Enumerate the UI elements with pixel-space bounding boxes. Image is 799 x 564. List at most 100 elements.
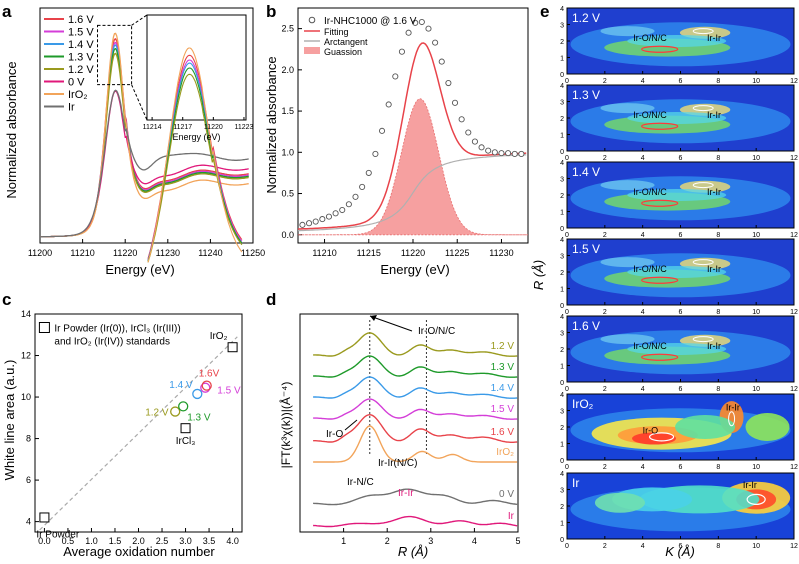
d-series-line-4 [313,413,518,443]
d-xtick-label: 5 [515,536,520,546]
b-xlabel: Energy (eV) [380,262,449,277]
a-legend-label-5: 0 V [68,77,85,89]
e-ytick-label: 4 [560,160,564,167]
b-data-point [511,150,518,157]
e-ytick-label: 4 [560,83,564,90]
c-xtick-label: 0.5 [62,536,75,546]
c-xtick-label: 2.5 [156,536,169,546]
a-axes-frame [39,7,254,244]
a-inset-xtick-label: 11220 [204,124,223,131]
e-xtick-label: 0 [565,78,569,85]
e-map-blob [745,413,790,441]
a-ylabel: Normalized absorbance [4,61,19,198]
c-annotation-line-1: Ir Powder (Ir(0)), IrCl₃ (Ir(III)) [54,323,180,334]
c-xtick-label: 4.0 [226,536,239,546]
e-panel-title-6: Ir [572,476,579,490]
b-legend-label-2: Arctangent [324,37,368,47]
b-data-point [392,73,399,80]
a-legend-label-4: 1.2 V [68,64,94,76]
b-data-point [471,138,478,145]
e-contour [692,259,714,266]
b-data-point [339,206,346,214]
e-ytick-label: 0 [560,226,564,233]
e-xtick-label: 0 [565,543,569,550]
e-map-content-6 [570,481,791,532]
a-xtick-label: 11210 [70,248,94,258]
d-axes-frame [299,313,519,533]
e-map-blob [627,189,727,201]
e-panel-title-3: 1.5 V [572,242,600,256]
e-xtick-label: 2 [603,78,607,85]
e-xtick-label: 12 [790,155,798,162]
a-legend-label-7: Ir [68,102,75,114]
c-ytick-label: 12 [21,351,31,361]
b-data-point [438,58,445,65]
d-annotation-ir-n-c: Ir-N/C [347,477,374,488]
b-legend-swatch [304,47,320,54]
e-map-blob [627,35,727,47]
e-ytick-label: 4 [560,314,564,321]
e-ytick-label: 2 [560,347,564,354]
e-label-ir-o-n-c: Ir-O/N/C [633,33,667,43]
e-map-content-5 [570,401,791,453]
c-xtick-label: 1.5 [109,536,122,546]
c-xtick-label: 3.5 [203,536,216,546]
e-ytick-label: 2 [560,425,564,432]
panel-letter-a: a [2,2,12,21]
d-xtick-label: 4 [472,536,477,546]
d-series-label-4: 1.6 V [491,427,515,438]
e-xtick-label: 10 [752,232,760,239]
b-data-point [498,150,505,157]
c-standard-label-2: IrO₂ [210,331,228,342]
b-fitting-line [298,42,527,230]
e-contour [641,353,679,361]
a-inset-xtick-label: 11217 [173,124,192,131]
d-annotation-ir-o: Ir-O [326,429,343,440]
e-xtick-label: 0 [565,386,569,393]
e-xtick-label: 12 [790,386,798,393]
e-contour [641,45,679,53]
e-map-blob [675,415,736,439]
e-ytick-label: 2 [560,193,564,200]
e-xtick-label: 2 [603,543,607,550]
a-legend-label-6: IrO₂ [68,89,88,101]
b-data-point [432,39,439,46]
d-series-line-3 [313,398,518,420]
a-inset-line-4 [147,73,243,263]
b-data-point [458,116,465,123]
e-xtick-label: 12 [790,309,798,316]
c-fit-line [39,336,238,531]
e-xtick-label: 6 [679,464,683,471]
b-data-point [445,79,452,87]
a-zoom-connector [131,84,148,121]
e-panel-title-0: 1.2 V [572,11,600,25]
d-annotation-arrow [369,315,413,332]
b-xtick-label: 11215 [357,248,381,258]
e-xtick-label: 4 [641,309,645,316]
b-data-point [451,99,459,106]
e-xtick-label: 6 [679,543,683,550]
d-series-label-0: 1.2 V [491,341,515,352]
c-sample-label-3: 1.5 V [217,386,241,397]
b-gaussian-area [298,98,528,236]
b-xtick-label: 11210 [312,248,336,258]
c-xlabel: Average oxidation number [63,544,215,559]
e-xtick-label: 0 [565,309,569,316]
c-ytick-label: 4 [26,517,31,527]
e-ytick-label: 3 [560,331,564,338]
e-ytick-label: 0 [560,303,564,310]
d-annotation-ir-ir: Ir-Ir [398,488,414,499]
a-xtick-label: 11240 [198,248,222,258]
a-xtick-label: 11200 [28,248,52,258]
e-contour [692,182,714,189]
e-map-blob [627,112,727,124]
c-annotation-marker [38,321,50,333]
e-map-blob [600,334,655,345]
b-ytick-label: 0.5 [281,189,294,199]
e-contour [641,199,679,207]
c-annotation-line-2: and IrO₂ (Ir(IV)) standards [54,336,170,347]
d-xlabel: R (Å) [398,544,428,559]
b-ylabel: Normalized absorbance [264,56,279,193]
a-xlabel: Energy (eV) [105,262,174,277]
